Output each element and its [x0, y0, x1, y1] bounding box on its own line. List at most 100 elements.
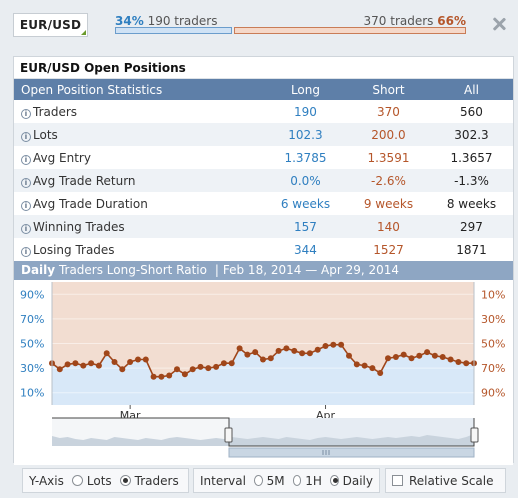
data-point: [174, 366, 180, 373]
info-icon[interactable]: i: [21, 131, 31, 142]
data-point: [267, 355, 274, 362]
y-axis-traders-label[interactable]: Traders: [134, 473, 179, 488]
data-point: [361, 362, 368, 369]
long-sentiment: 34% 190 traders: [115, 14, 217, 28]
y-axis-lots-label[interactable]: Lots: [86, 473, 112, 488]
table-row: i Winning Trades 157 140 297: [14, 215, 513, 238]
long-sentiment-bar: [115, 27, 232, 34]
cell-all: -1.3%: [429, 169, 513, 192]
cell-short: 200.0: [346, 123, 430, 146]
relative-scale-label[interactable]: Relative Scale: [409, 473, 494, 488]
row-label-winning-trades: i Winning Trades: [14, 215, 264, 238]
data-point: [400, 351, 407, 358]
data-point: [369, 365, 376, 372]
data-point: [463, 360, 470, 367]
y-tick-label-right: 50%: [481, 338, 505, 351]
chart-period: Daily: [21, 263, 56, 277]
data-point: [252, 349, 259, 356]
interval-1h-label[interactable]: 1H: [305, 473, 322, 488]
open-positions-table: Open Position Statistics Long Short All …: [14, 79, 513, 261]
data-point: [408, 355, 415, 362]
relative-scale-checkbox[interactable]: [392, 475, 403, 486]
column-header-statistics: Open Position Statistics: [14, 79, 264, 100]
interval-daily-label[interactable]: Daily: [342, 473, 373, 488]
data-point: [72, 360, 79, 367]
short-sentiment-bar: [234, 27, 466, 34]
navigator-scrollbar: [228, 447, 475, 458]
panel-title: EUR/USD Open Positions: [14, 57, 513, 79]
chart-title: Traders Long-Short Ratio: [58, 263, 207, 277]
y-tick-label-right: 10%: [481, 288, 505, 301]
relative-scale-control[interactable]: Relative Scale: [385, 468, 506, 493]
cell-short: 140: [346, 215, 430, 238]
data-point: [127, 359, 134, 365]
long-percentage: 34%: [115, 14, 144, 28]
data-point: [338, 341, 345, 348]
data-point: [88, 360, 95, 367]
info-icon[interactable]: i: [21, 200, 31, 211]
symbol-selector[interactable]: EUR/USD: [13, 13, 88, 37]
row-label-losing-trades: i Losing Trades: [14, 238, 264, 261]
info-icon[interactable]: i: [21, 223, 31, 234]
data-point: [189, 366, 196, 373]
data-point: [111, 359, 118, 365]
data-point: [306, 350, 313, 357]
data-point: [299, 350, 306, 357]
ratio-chart-svg: 90%70%50%30%10%10%30%50%70%90%Mar Apr: [20, 282, 505, 458]
y-tick-label-right: 30%: [481, 313, 505, 326]
cell-all: 1871: [456, 242, 487, 257]
short-percentage: 66%: [437, 14, 466, 28]
chart-header-separator: |: [214, 263, 219, 277]
chart-header: Daily Traders Long-Short Ratio | Feb 18, …: [14, 261, 513, 280]
data-point: [455, 359, 462, 365]
info-icon[interactable]: i: [21, 246, 31, 257]
data-point: [181, 371, 188, 378]
data-point: [353, 361, 360, 368]
data-point: [150, 373, 157, 380]
data-point: [283, 345, 290, 352]
info-icon[interactable]: i: [21, 154, 31, 165]
y-tick-label-left: 90%: [20, 288, 44, 301]
info-icon[interactable]: i: [21, 177, 31, 188]
short-traders-count: 370 traders: [363, 14, 434, 28]
ratio-chart: 90% 70% 50% 30% 10% 10% 30% 50% 70% 90% Mar Apr: [14, 280, 513, 465]
data-point: [431, 352, 438, 359]
y-axis-traders-radio[interactable]: [119, 475, 131, 486]
cell-short: -2.6%: [346, 169, 430, 192]
data-point: [416, 352, 423, 359]
interval-5m-radio[interactable]: [253, 475, 263, 486]
row-label-avg-trade-return: i Avg Trade Return: [14, 169, 264, 192]
y-tick-label-left: 10%: [20, 387, 44, 400]
cell-long: 344: [294, 242, 317, 257]
info-icon[interactable]: i: [21, 108, 31, 119]
table-header-row: Open Position Statistics Long Short All: [14, 79, 513, 100]
data-point: [197, 363, 204, 370]
interval-5m-label[interactable]: 5M: [266, 473, 285, 488]
y-axis-label: Y-Axis: [29, 473, 64, 488]
cell-all: 1.3657: [450, 150, 493, 165]
table-row: i Avg Entry 1.3785 1.3591 1.3657: [14, 146, 513, 169]
column-header-short: Short: [346, 79, 430, 100]
data-point: [385, 355, 391, 362]
data-point: [166, 372, 173, 379]
cell-all: 8 weeks: [446, 196, 497, 211]
long-traders-count: 190 traders: [147, 14, 218, 28]
interval-1h-radio[interactable]: [292, 475, 302, 486]
y-tick-label-right: 70%: [481, 362, 505, 375]
y-tick-label-left: 70%: [20, 313, 44, 326]
cell-long: 102.3: [263, 123, 347, 146]
y-axis-lots-radio[interactable]: [71, 475, 83, 486]
data-point: [103, 350, 110, 357]
table-row: i Lots 102.3 200.0 302.3: [14, 123, 513, 146]
data-point: [314, 346, 321, 353]
interval-control: Interval 5M 1H Daily: [193, 468, 380, 493]
y-tick-label-right: 90%: [481, 387, 505, 400]
row-label-traders: i Traders: [14, 100, 264, 123]
chart-date-range: Feb 18, 2014 — Apr 29, 2014: [222, 263, 400, 277]
data-point: [275, 347, 282, 354]
close-icon[interactable]: [492, 17, 506, 31]
data-point: [322, 343, 329, 349]
long-ratio-area: [52, 344, 474, 405]
symbol-label: EUR/USD: [19, 18, 82, 32]
interval-daily-radio[interactable]: [329, 475, 339, 486]
